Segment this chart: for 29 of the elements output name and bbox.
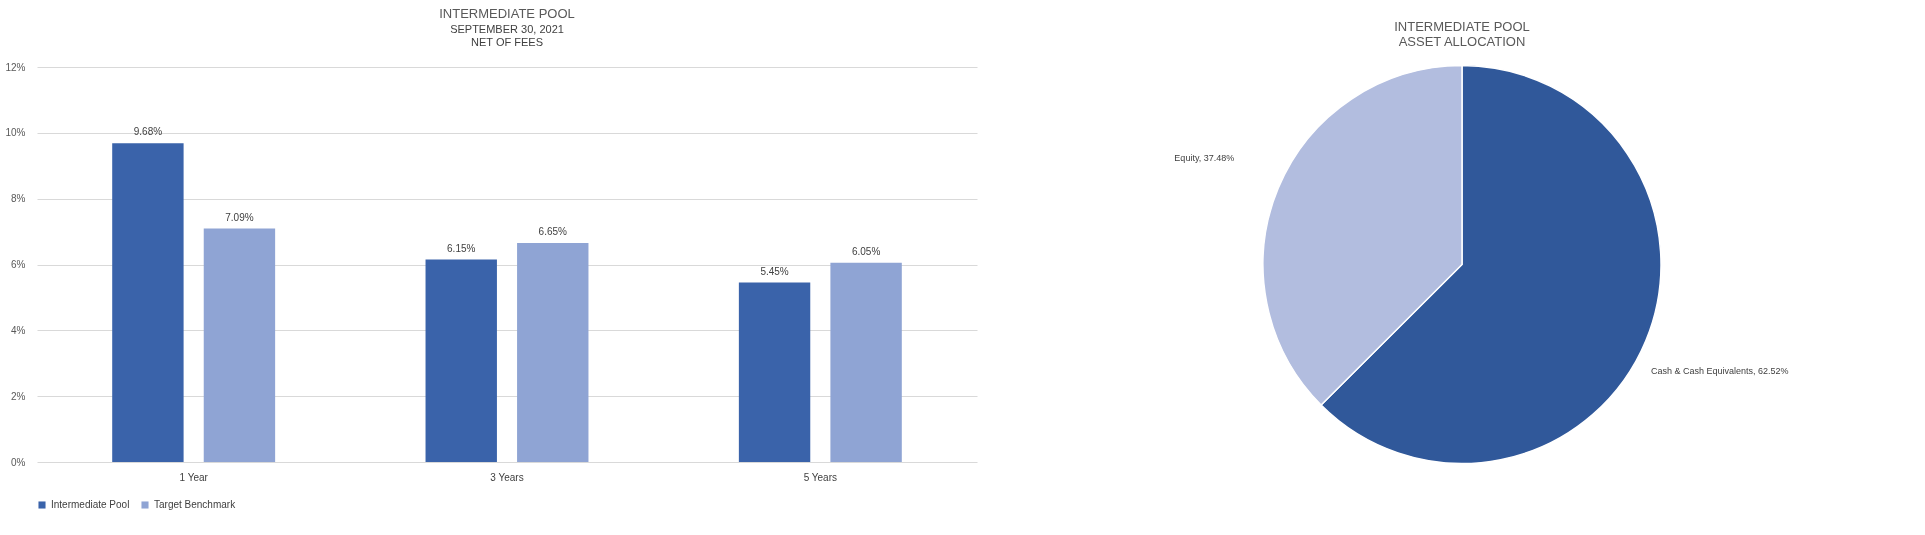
bar <box>203 228 276 462</box>
data-label: 6.65% <box>538 226 568 238</box>
bar <box>830 262 902 462</box>
y-tick-label: 6% <box>11 259 26 270</box>
bar <box>425 259 497 462</box>
x-tick-label: 3 Years <box>490 471 524 483</box>
y-tick-label: 12% <box>5 61 26 73</box>
y-tick-label: 0% <box>11 456 26 468</box>
data-label: 7.09% <box>225 211 254 223</box>
bar <box>112 143 184 462</box>
y-tick-label: 8% <box>11 193 26 205</box>
slice-label: Equity, 37.48% <box>1174 152 1235 163</box>
data-label: 5.45% <box>760 265 789 277</box>
bar <box>517 243 589 462</box>
chart-subtitle: SEPTEMBER 30, 2021 NET OF FEES <box>450 23 564 48</box>
bar <box>738 282 811 462</box>
legend-label: Target Benchmark <box>154 499 237 510</box>
chart-title: INTERMEDIATE POOL ASSET ALLOCATION <box>1394 18 1530 49</box>
data-label: 6.05% <box>851 245 881 257</box>
data-label: 9.68% <box>133 126 163 138</box>
x-tick-label: 5 Years <box>803 471 838 483</box>
x-tick-label: 1 Year <box>179 471 209 483</box>
y-tick-label: 2% <box>11 390 26 402</box>
y-tick-label: 4% <box>11 324 26 336</box>
chart-title: INTERMEDIATE POOL <box>439 6 575 21</box>
data-label: 6.15% <box>447 242 476 254</box>
y-tick-label: 10% <box>5 127 26 139</box>
slice-label: Cash & Cash Equivalents, 62.52% <box>1650 366 1789 377</box>
legend-label: Intermediate Pool <box>51 499 130 510</box>
